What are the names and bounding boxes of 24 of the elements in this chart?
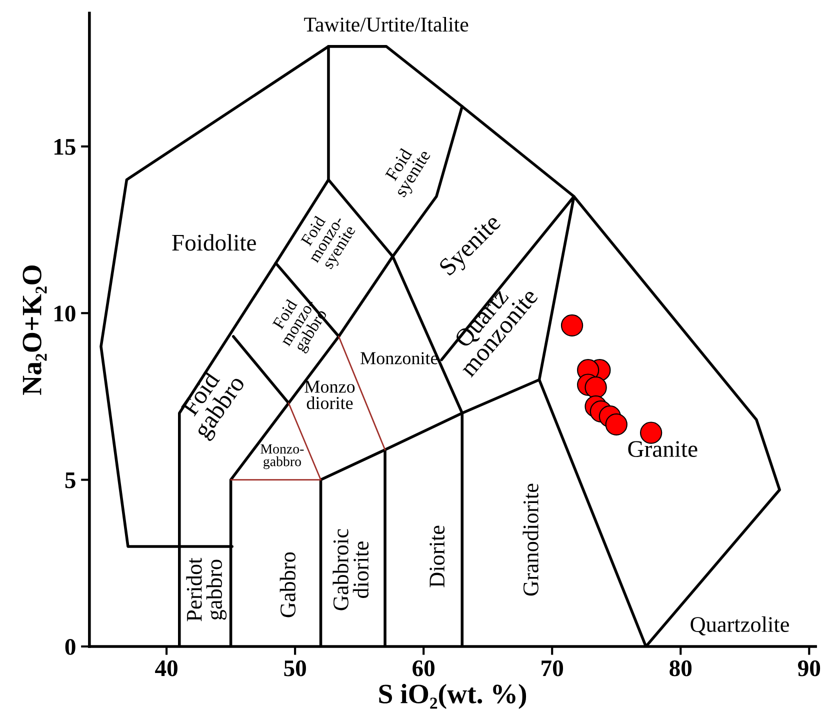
annotation: Monzo diorite — [304, 380, 355, 410]
x-tick-label: 90 — [798, 660, 820, 676]
y-tick-label: 15 — [54, 139, 76, 155]
x-tick-label: 60 — [412, 660, 434, 676]
annotation: Gabbro — [280, 552, 296, 618]
x-tick-label: 40 — [155, 660, 178, 676]
y-tick-label: 10 — [54, 306, 76, 322]
x-axis-title: S iO₂(wt. %) — [379, 684, 526, 710]
x-tick-label: 70 — [542, 660, 564, 676]
y-tick-label: 5 — [65, 472, 76, 488]
x-tick-label: 50 — [284, 660, 306, 676]
y-axis-title: Na₂O+K₂O — [22, 266, 47, 395]
annotation: Monzo- gabbro — [260, 444, 304, 470]
x-tick-label: 80 — [670, 660, 692, 676]
annotation: Monzonite — [360, 352, 438, 364]
annotation: Gabbroic diorite — [332, 529, 369, 610]
y-tick-label: 0 — [65, 638, 76, 655]
annotation: Tawite/Urtite/Italite — [304, 16, 468, 32]
annotation: Peridot gabbro — [186, 558, 227, 622]
annotation: Diorite — [430, 526, 445, 588]
annotation: Quartzolite — [690, 616, 789, 636]
annotation: Granodiorite — [522, 484, 538, 596]
annotation: Foidolite — [172, 234, 256, 251]
annotation: Granite — [628, 441, 698, 458]
